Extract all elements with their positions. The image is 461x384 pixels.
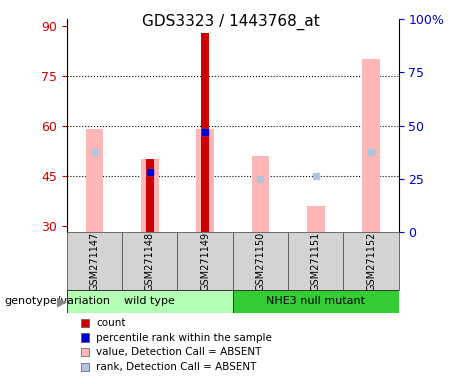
- Bar: [343, 232, 399, 290]
- Bar: [307, 206, 325, 232]
- Bar: [122, 232, 177, 290]
- Bar: [252, 156, 269, 232]
- Bar: [86, 129, 103, 232]
- Text: GSM271148: GSM271148: [145, 232, 155, 291]
- Text: percentile rank within the sample: percentile rank within the sample: [96, 333, 272, 343]
- Text: GSM271150: GSM271150: [255, 232, 266, 291]
- Bar: [177, 232, 233, 290]
- Text: GSM271147: GSM271147: [89, 232, 100, 291]
- Bar: [141, 159, 159, 232]
- Text: rank, Detection Call = ABSENT: rank, Detection Call = ABSENT: [96, 362, 256, 372]
- Bar: [233, 290, 399, 313]
- Text: ▶: ▶: [58, 295, 67, 308]
- Text: GDS3323 / 1443768_at: GDS3323 / 1443768_at: [142, 13, 319, 30]
- Bar: [67, 290, 233, 313]
- Bar: [146, 159, 154, 232]
- Bar: [196, 129, 214, 232]
- Bar: [67, 232, 122, 290]
- Text: count: count: [96, 318, 125, 328]
- Text: GSM271149: GSM271149: [200, 232, 210, 291]
- Bar: [362, 59, 380, 232]
- Bar: [201, 33, 209, 232]
- Text: GSM271152: GSM271152: [366, 232, 376, 291]
- Text: genotype/variation: genotype/variation: [5, 296, 111, 306]
- Text: wild type: wild type: [124, 296, 175, 306]
- Bar: [288, 232, 343, 290]
- Text: GSM271151: GSM271151: [311, 232, 321, 291]
- Text: value, Detection Call = ABSENT: value, Detection Call = ABSENT: [96, 347, 261, 357]
- Text: NHE3 null mutant: NHE3 null mutant: [266, 296, 365, 306]
- Bar: [233, 232, 288, 290]
